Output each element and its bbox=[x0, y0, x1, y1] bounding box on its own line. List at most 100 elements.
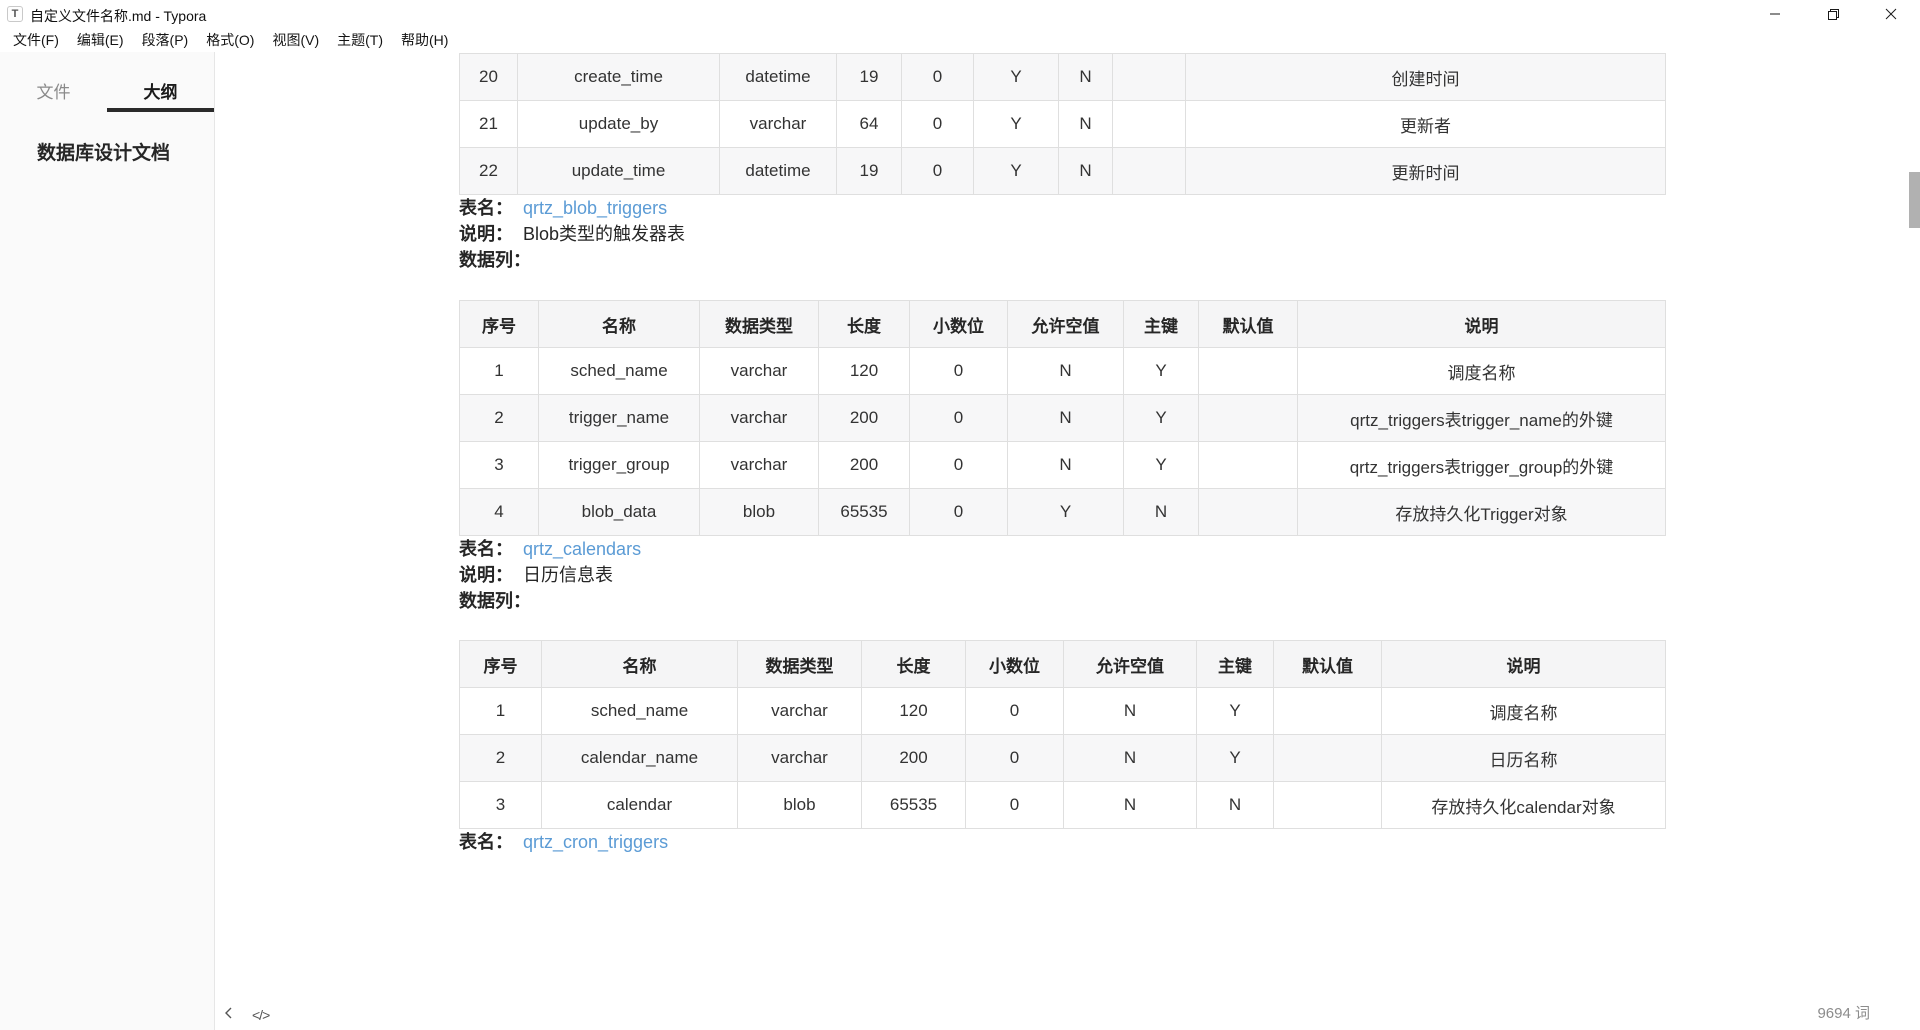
table-cell: calendar bbox=[541, 781, 738, 829]
table-cell: 0 bbox=[909, 347, 1008, 395]
table-row: 2 calendar_name varchar 200 0 N Y 日历名称 bbox=[459, 734, 1666, 782]
table-cell: 日历名称 bbox=[1381, 734, 1666, 782]
table-cell: 3 bbox=[459, 441, 539, 489]
editor-content: 20 create_time datetime 19 0 Y N 创建时间 21 update_b… bbox=[215, 52, 1920, 1030]
table-cell: N bbox=[1123, 488, 1199, 536]
close-button[interactable] bbox=[1862, 0, 1920, 28]
menu-bar: 文件(F) 编辑(E) 段落(P) 格式(O) 视图(V) 主题(T) 帮助(H… bbox=[0, 28, 1920, 52]
column-header: 名称 bbox=[541, 640, 738, 688]
table-cell: Y bbox=[1196, 687, 1274, 735]
table-cell: 1 bbox=[459, 687, 542, 735]
table-cell: Y bbox=[973, 147, 1059, 195]
table-cell: 21 bbox=[459, 100, 518, 148]
table-cell: update_by bbox=[517, 100, 720, 148]
window-controls bbox=[1746, 0, 1920, 28]
table-header-row: 序号 名称 数据类型 长度 小数位 允许空值 主键 默认值 说明 bbox=[459, 300, 1666, 348]
table-cell: N bbox=[1063, 734, 1197, 782]
table-cell: varchar bbox=[699, 347, 819, 395]
table-cell: 19 bbox=[836, 53, 902, 101]
table-name-link-qrtz-blob-triggers[interactable]: qrtz_blob_triggers bbox=[523, 198, 668, 218]
table-cell: 0 bbox=[909, 441, 1008, 489]
scrollbar-thumb[interactable] bbox=[1909, 172, 1920, 228]
table-name-link-qrtz-calendars[interactable]: qrtz_calendars bbox=[523, 539, 642, 559]
column-header: 说明 bbox=[1297, 300, 1666, 348]
table-cell: calendar_name bbox=[541, 734, 738, 782]
table-cell: N bbox=[1007, 347, 1124, 395]
table-row: 1 sched_name varchar 120 0 N Y 调度名称 bbox=[459, 687, 1666, 735]
table-cell: N bbox=[1063, 687, 1197, 735]
data-columns-label: 数据列： bbox=[459, 591, 531, 611]
table-name-line: 表名： qrtz_cron_triggers bbox=[459, 829, 1665, 855]
table-cell: update_time bbox=[517, 147, 720, 195]
menu-item-file[interactable]: 文件(F) bbox=[13, 32, 59, 48]
menu-item-paragraph[interactable]: 段落(P) bbox=[141, 32, 189, 48]
table-header-row: 序号 名称 数据类型 长度 小数位 允许空值 主键 默认值 说明 bbox=[459, 640, 1666, 688]
minimize-button[interactable] bbox=[1746, 0, 1804, 28]
sidebar-tabs: 文件 大纲 bbox=[0, 78, 214, 112]
table-cell: 0 bbox=[901, 147, 974, 195]
typora-app-icon: T bbox=[7, 6, 23, 22]
table-cell: Y bbox=[973, 100, 1059, 148]
restore-button[interactable] bbox=[1804, 0, 1862, 28]
table-cell bbox=[1198, 488, 1298, 536]
table-cell: create_time bbox=[517, 53, 720, 101]
table-cell: Y bbox=[1007, 488, 1124, 536]
outline-item-database-design[interactable]: 数据库设计文档 bbox=[37, 143, 171, 164]
table-cell: varchar bbox=[699, 394, 819, 442]
table-cell: 120 bbox=[861, 687, 966, 735]
table-cell: varchar bbox=[737, 734, 862, 782]
column-header: 允许空值 bbox=[1063, 640, 1197, 688]
column-header: 长度 bbox=[818, 300, 910, 348]
table-desc-value: 日历信息表 bbox=[523, 565, 613, 585]
table-qrtz-blob-triggers: 序号 名称 数据类型 长度 小数位 允许空值 主键 默认值 说明 1 sched_name varch… bbox=[459, 300, 1666, 536]
table-cell: 0 bbox=[909, 394, 1008, 442]
column-header: 默认值 bbox=[1273, 640, 1382, 688]
table-cell: 20 bbox=[459, 53, 518, 101]
menu-item-edit[interactable]: 编辑(E) bbox=[76, 32, 124, 48]
table-cell: 调度名称 bbox=[1297, 347, 1666, 395]
column-header: 名称 bbox=[538, 300, 700, 348]
table-cell: 0 bbox=[901, 53, 974, 101]
column-header: 允许空值 bbox=[1007, 300, 1124, 348]
sidebar-collapse-button[interactable] bbox=[222, 1006, 236, 1024]
table-cell: N bbox=[1196, 781, 1274, 829]
column-header: 数据类型 bbox=[699, 300, 819, 348]
table-name-label: 表名： bbox=[459, 832, 513, 852]
table-cell: blob bbox=[737, 781, 862, 829]
table-cell bbox=[1112, 100, 1186, 148]
table-row: 20 create_time datetime 19 0 Y N 创建时间 bbox=[459, 53, 1666, 101]
menu-item-format[interactable]: 格式(O) bbox=[206, 32, 255, 48]
menu-item-theme[interactable]: 主题(T) bbox=[337, 32, 384, 48]
tab-outline[interactable]: 大纲 bbox=[107, 78, 214, 112]
tab-files[interactable]: 文件 bbox=[36, 83, 71, 102]
table-name-label: 表名： bbox=[459, 198, 513, 218]
column-header: 说明 bbox=[1381, 640, 1666, 688]
restore-icon bbox=[1827, 8, 1840, 21]
table-desc-line: 说明： 日历信息表 bbox=[459, 562, 1665, 588]
table-cell: N bbox=[1058, 53, 1113, 101]
table-cell: 22 bbox=[459, 147, 518, 195]
menu-item-view[interactable]: 视图(V) bbox=[272, 32, 320, 48]
table-cell bbox=[1198, 394, 1298, 442]
table-name-link-qrtz-cron-triggers[interactable]: qrtz_cron_triggers bbox=[523, 832, 669, 852]
data-columns-line: 数据列： bbox=[459, 588, 1665, 614]
menu-item-help[interactable]: 帮助(H) bbox=[401, 32, 449, 48]
table-cell: 65535 bbox=[818, 488, 910, 536]
table-cell: varchar bbox=[699, 441, 819, 489]
table-cell: Y bbox=[1196, 734, 1274, 782]
table-cell: N bbox=[1063, 781, 1197, 829]
table-cell: trigger_group bbox=[538, 441, 700, 489]
word-count[interactable]: 9694 词 bbox=[1817, 1005, 1870, 1022]
chevron-left-icon bbox=[222, 1005, 236, 1026]
data-columns-label: 数据列： bbox=[459, 250, 531, 270]
column-header: 主键 bbox=[1123, 300, 1199, 348]
table-cell: Y bbox=[1123, 441, 1199, 489]
source-code-mode-button[interactable]: </> bbox=[252, 1006, 270, 1024]
table-cell: Y bbox=[1123, 347, 1199, 395]
column-header: 小数位 bbox=[909, 300, 1008, 348]
table-row: 4 blob_data blob 65535 0 Y N 存放持久化Trigger对象 bbox=[459, 488, 1666, 536]
document-body: 20 create_time datetime 19 0 Y N 创建时间 21 update_b… bbox=[459, 52, 1666, 855]
table-cell bbox=[1273, 687, 1382, 735]
column-header: 数据类型 bbox=[737, 640, 862, 688]
